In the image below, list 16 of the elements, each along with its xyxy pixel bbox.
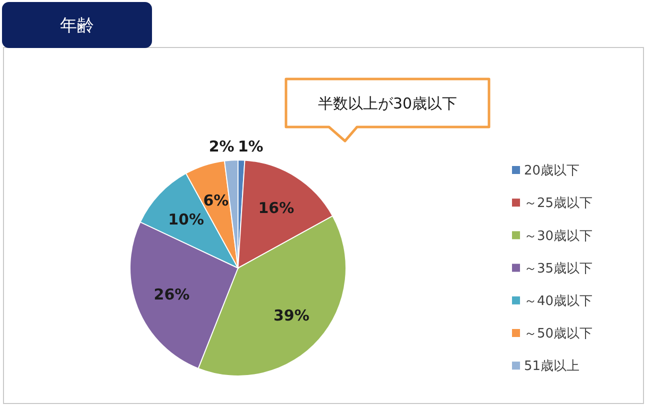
data-label: 39% xyxy=(274,306,310,324)
data-label: 16% xyxy=(258,199,294,218)
legend-label: ～35歳以下 xyxy=(524,261,593,276)
legend-label: 51歳以上 xyxy=(524,359,580,374)
data-label: 1% xyxy=(238,137,264,156)
legend-label: ～40歳以下 xyxy=(524,294,593,309)
legend-label: 20歳以下 xyxy=(524,164,580,179)
legend-label: ～50歳以下 xyxy=(524,326,593,342)
legend-label: ～25歳以下 xyxy=(524,196,593,212)
data-label: 10% xyxy=(168,210,204,228)
text: 半数以上が30歳以下 xyxy=(318,94,458,112)
data-label: 26% xyxy=(154,285,190,304)
data-label: 6% xyxy=(203,191,229,210)
chart-title: 年齢 xyxy=(60,16,94,36)
legend-label: ～30歳以下 xyxy=(524,228,593,244)
data-label: 2% xyxy=(208,137,234,156)
